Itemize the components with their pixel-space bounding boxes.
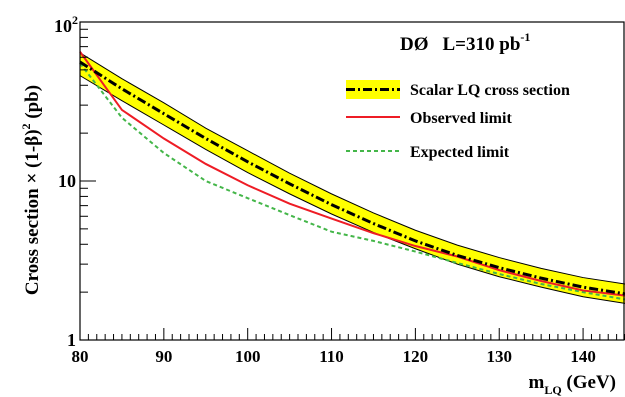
x-tick-label: 120 <box>403 347 429 366</box>
y-axis-title: Cross section × (1-β)2 (pb) <box>19 85 43 295</box>
x-axis-title: mLQ (GeV) <box>528 372 616 397</box>
legend: Scalar LQ cross section Observed limit E… <box>346 80 570 161</box>
observed-limit-line <box>79 51 625 297</box>
band-layer <box>79 52 625 304</box>
x-tick-label: 130 <box>486 347 512 366</box>
header-annotation: DØ L=310 pb-1 <box>400 30 530 55</box>
y-tick-label: 1 <box>67 330 76 350</box>
expected-limit-line <box>79 62 625 301</box>
legend-entry-expected: Expected limit <box>346 144 510 161</box>
legend-entry-band: Scalar LQ cross section <box>346 80 570 99</box>
legend-label-band: Scalar LQ cross section <box>410 82 570 99</box>
x-tick-label: 140 <box>570 347 596 366</box>
band-upper-edge <box>79 52 625 285</box>
band-fill <box>80 52 625 304</box>
cross-section-central-line <box>79 60 625 296</box>
legend-band-swatch <box>346 80 400 99</box>
y-tick-label: 10 <box>58 171 76 191</box>
x-tick-label: 90 <box>155 347 172 366</box>
x-tick-label: 80 <box>72 347 89 366</box>
legend-entry-observed: Observed limit <box>346 110 512 127</box>
x-tick-label: 100 <box>235 347 261 366</box>
frame-layer <box>79 21 625 341</box>
x-tick-label: 110 <box>319 347 344 366</box>
legend-label-expected: Expected limit <box>410 144 510 161</box>
y-tick-label: 102 <box>54 13 78 36</box>
band-lower-edge <box>79 75 625 304</box>
line-layer <box>79 51 625 301</box>
legend-label-observed: Observed limit <box>410 110 512 127</box>
plot-frame <box>79 21 625 341</box>
